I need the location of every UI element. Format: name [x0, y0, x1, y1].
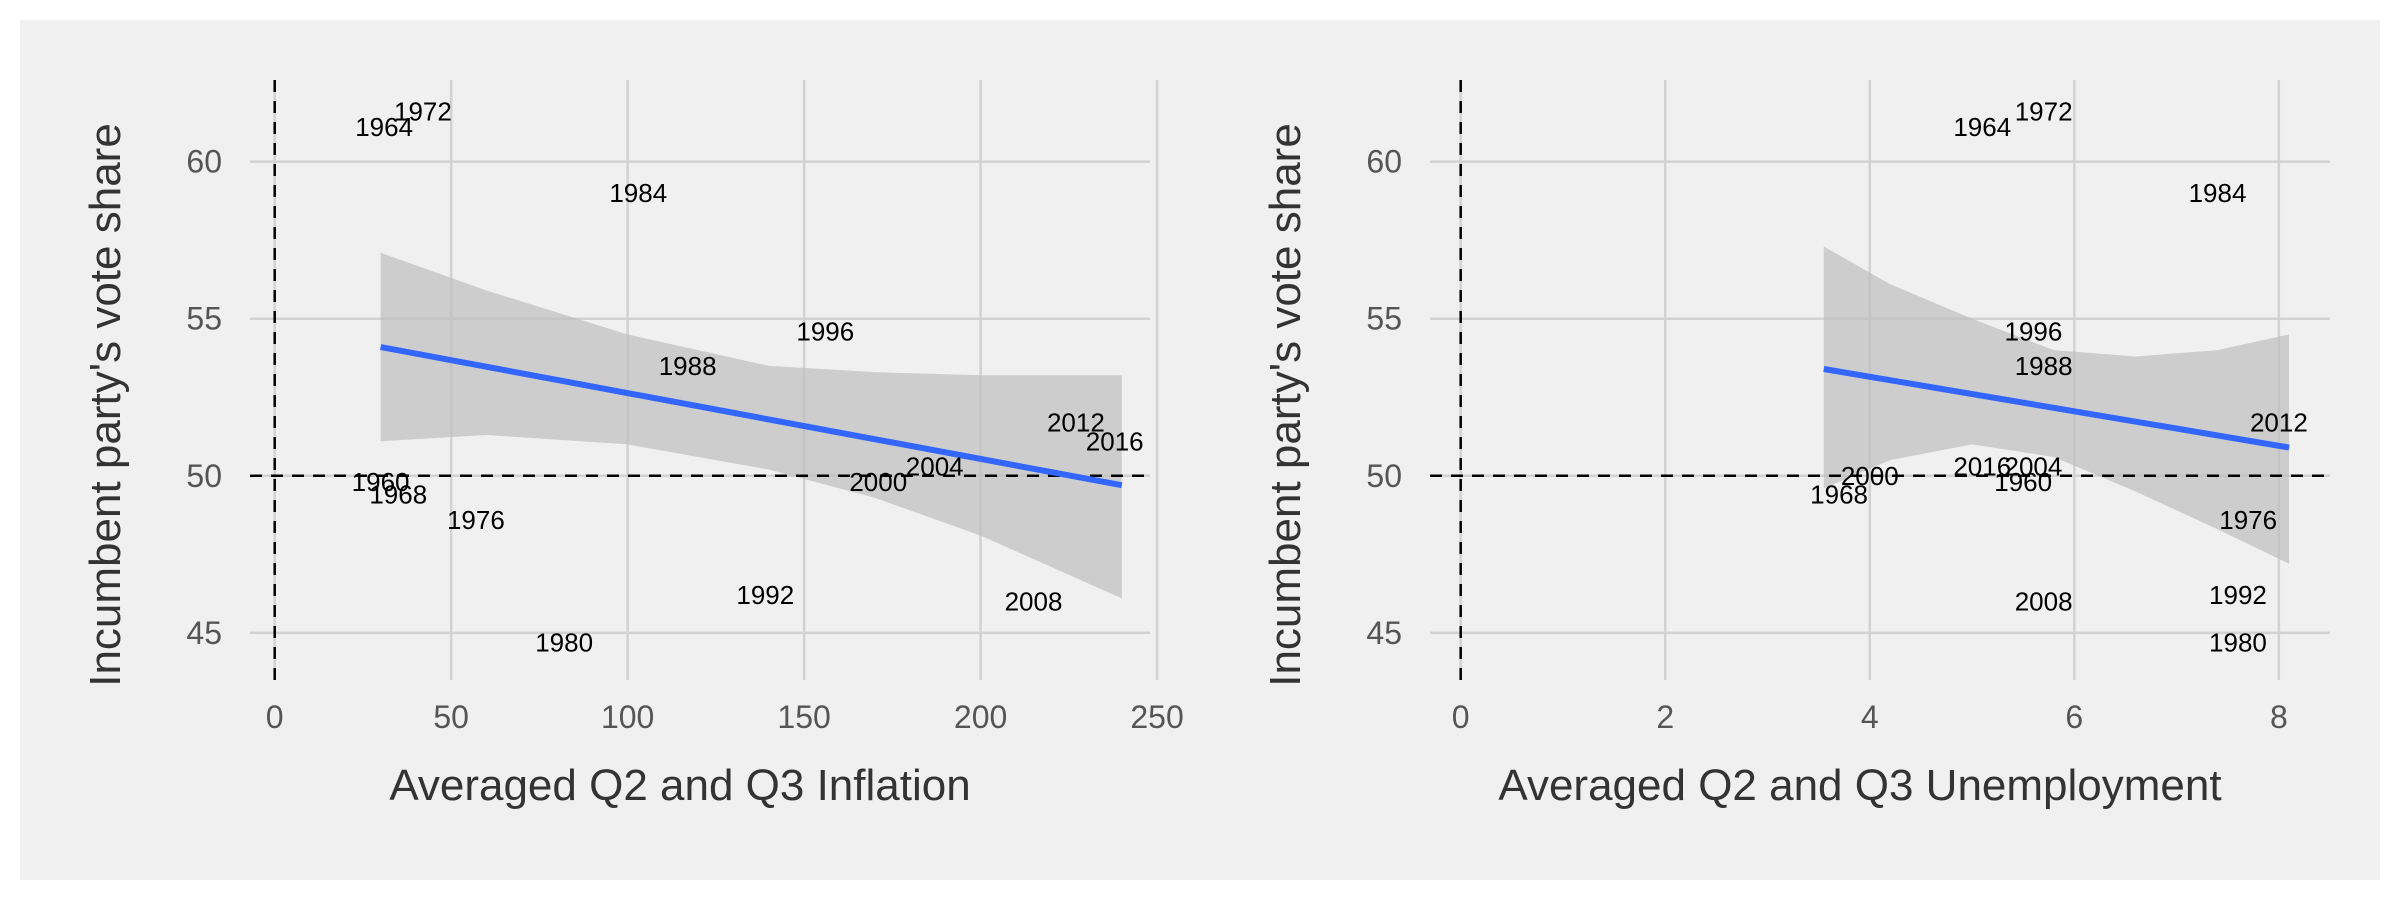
unemployment-x-tick-label: 6 [2065, 699, 2083, 735]
inflation-point-label-2008: 2008 [1005, 586, 1063, 616]
chart-panel-unemployment: 0 2 4 6 8 45 50 55 60 1964 1972 1984 1996 1988 2012 201… [1200, 20, 2380, 880]
inflation-y-tick-label: 55 [186, 301, 222, 337]
chart-panel-inflation: 0 50 100 150 200 250 45 50 55 60 1964 1972 1984 1996 1… [20, 20, 1200, 880]
unemployment-point-label-1972: 1972 [2015, 96, 2073, 126]
unemployment-y-tick-label: 50 [1366, 458, 1402, 494]
inflation-point-label-1976: 1976 [447, 505, 505, 535]
unemployment-x-tick-label: 8 [2270, 699, 2288, 735]
unemployment-point-label-1984: 1984 [2189, 178, 2247, 208]
unemployment-point-label-1964: 1964 [1953, 112, 2011, 142]
unemployment-x-tick-label: 4 [1861, 699, 1879, 735]
inflation-x-tick-label: 200 [954, 699, 1007, 735]
inflation-x-tick-label: 0 [266, 699, 284, 735]
inflation-y-tick-label: 45 [186, 615, 222, 651]
inflation-x-tick-label: 150 [777, 699, 830, 735]
unemployment-point-label-2016: 2016 [1953, 451, 2011, 481]
unemployment-x-axis-title: Averaged Q2 and Q3 Unemployment [1498, 761, 2221, 810]
inflation-y-tick-label: 60 [186, 144, 222, 180]
unemployment-point-label-1980: 1980 [2209, 627, 2267, 657]
inflation-point-label-2004: 2004 [906, 451, 964, 481]
unemployment-y-tick-label: 60 [1366, 144, 1402, 180]
inflation-point-label-2016: 2016 [1086, 426, 1144, 456]
unemployment-point-label-2012: 2012 [2250, 407, 2308, 437]
inflation-x-tick-label: 250 [1130, 699, 1183, 735]
unemployment-y-tick-label: 45 [1366, 615, 1402, 651]
inflation-y-axis-title: Incumbent party's vote share [81, 123, 130, 687]
inflation-point-label-1960: 1960 [352, 467, 410, 497]
inflation-point-label-1972: 1972 [394, 96, 452, 126]
unemployment-x-tick-label: 0 [1452, 699, 1470, 735]
unemployment-point-label-2000: 2000 [1841, 461, 1899, 491]
unemployment-point-label-1976: 1976 [2219, 505, 2277, 535]
inflation-point-label-1992: 1992 [736, 580, 794, 610]
inflation-point-label-1996: 1996 [796, 316, 854, 346]
unemployment-point-label-2008: 2008 [2015, 586, 2073, 616]
inflation-point-label-1988: 1988 [659, 351, 717, 381]
inflation-x-axis-title: Averaged Q2 and Q3 Inflation [389, 761, 970, 810]
inflation-regression-line [380, 344, 1123, 489]
inflation-point-label-2012: 2012 [1047, 407, 1105, 437]
unemployment-point-label-1968: 1968 [1810, 480, 1868, 510]
inflation-point-label-2000: 2000 [849, 467, 907, 497]
unemployment-point-label-1960: 1960 [1994, 467, 2052, 497]
unemployment-regression-line [1823, 366, 2290, 451]
unemployment-y-axis-title: Incumbent party's vote share [1261, 123, 1310, 687]
unemployment-y-tick-label: 55 [1366, 301, 1402, 337]
unemployment-point-label-1992: 1992 [2209, 580, 2267, 610]
unemployment-confidence-band [1823, 246, 2290, 564]
inflation-point-label-1968: 1968 [369, 480, 427, 510]
inflation-confidence-band [380, 252, 1122, 599]
unemployment-point-label-1996: 1996 [2004, 316, 2062, 346]
inflation-point-label-1964: 1964 [355, 112, 413, 142]
inflation-x-tick-label: 100 [601, 699, 654, 735]
unemployment-point-label-2004: 2004 [2004, 451, 2062, 481]
inflation-point-label-1984: 1984 [609, 178, 667, 208]
inflation-point-label-1980: 1980 [535, 627, 593, 657]
unemployment-x-tick-label: 2 [1656, 699, 1674, 735]
inflation-y-tick-label: 50 [186, 458, 222, 494]
unemployment-point-label-1988: 1988 [2015, 351, 2073, 381]
inflation-x-tick-label: 50 [433, 699, 469, 735]
